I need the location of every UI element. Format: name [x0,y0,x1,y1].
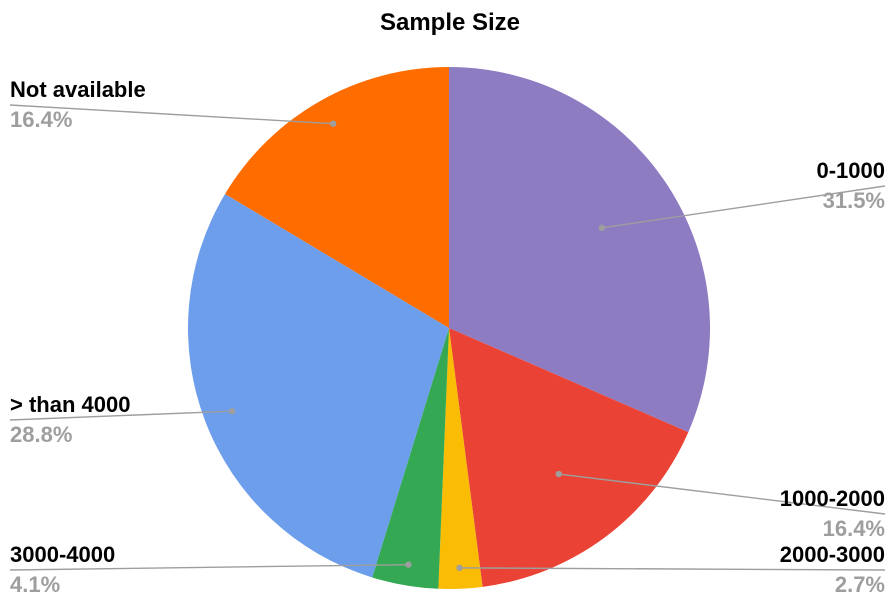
slice-label-than-4000: > than 4000 [10,392,130,417]
slice-label-2000-3000: 2000-3000 [780,542,885,567]
chart-title: Sample Size [380,9,520,36]
pie-slice-2000-3000 [438,328,483,589]
leader-line-1000-2000 [558,473,886,515]
pie-slice-0-1000 [449,67,710,433]
pie-slice-not-available [225,67,449,328]
slice-percent-than-4000: 28.8% [10,422,72,447]
leader-line-not-available [9,104,334,125]
leader-dot-2000-3000 [456,564,463,572]
leader-line-3000-4000 [9,563,409,571]
leader-dot-than-4000 [228,408,236,415]
leader-lines [9,104,886,572]
leader-line-0-1000 [601,185,886,229]
leader-dot-3000-4000 [405,561,412,568]
leader-dot-1000-2000 [555,470,562,478]
slice-percent-0-1000: 31.5% [823,188,885,213]
pie-slice-than-4000 [187,193,449,578]
slice-label-1000-2000: 1000-2000 [780,486,885,511]
slice-labels: 0-100031.5%1000-200016.4%2000-30002.7%30… [10,77,885,597]
slice-percent-not-available: 16.4% [10,107,72,132]
slice-label-3000-4000: 3000-4000 [10,542,115,567]
slice-percent-2000-3000: 2.7% [835,572,885,597]
slice-percent-3000-4000: 4.1% [10,572,60,597]
slice-percent-1000-2000: 16.4% [823,516,885,541]
pie-slice-1000-2000 [449,328,689,587]
leader-line-than-4000 [9,410,233,421]
slice-label-0-1000: 0-1000 [816,158,885,183]
pie-slices [187,67,710,589]
slice-label-not-available: Not available [10,77,146,102]
pie-slice-3000-4000 [372,328,449,589]
leader-line-2000-3000 [459,567,886,571]
leader-dot-not-available [329,120,337,127]
leader-dot-0-1000 [598,224,606,232]
